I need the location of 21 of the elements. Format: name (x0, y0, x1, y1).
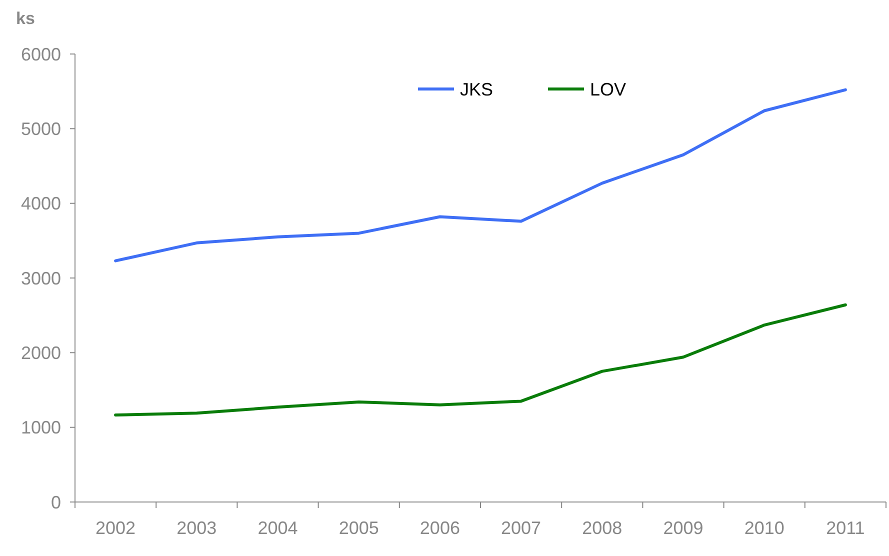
x-tick-label: 2005 (338, 518, 379, 538)
x-tick-label: 2010 (744, 518, 784, 538)
y-tick-label: 4000 (20, 194, 61, 214)
x-tick-label: 2009 (663, 518, 704, 538)
x-tick-label: 2003 (176, 518, 217, 538)
y-tick-label: 3000 (20, 268, 61, 288)
x-tick-label: 2002 (96, 518, 136, 538)
y-tick-label: 0 (50, 492, 61, 512)
legend-label: JKS (460, 79, 494, 100)
y-tick-label: 6000 (20, 44, 61, 64)
line-series (114, 303, 847, 417)
x-tick-label: 2011 (826, 518, 865, 538)
x-tick-label: 2004 (258, 518, 298, 538)
legend-label: LOV (590, 79, 626, 100)
x-tick-label: 2007 (501, 518, 542, 538)
y-axis-title: ks (16, 9, 35, 28)
y-tick-label: 1000 (20, 418, 61, 438)
x-tick-label: 2006 (420, 518, 460, 538)
x-tick-label: 2008 (582, 518, 622, 538)
y-tick-label: 2000 (20, 342, 61, 363)
y-tick-label: 5000 (20, 118, 61, 139)
